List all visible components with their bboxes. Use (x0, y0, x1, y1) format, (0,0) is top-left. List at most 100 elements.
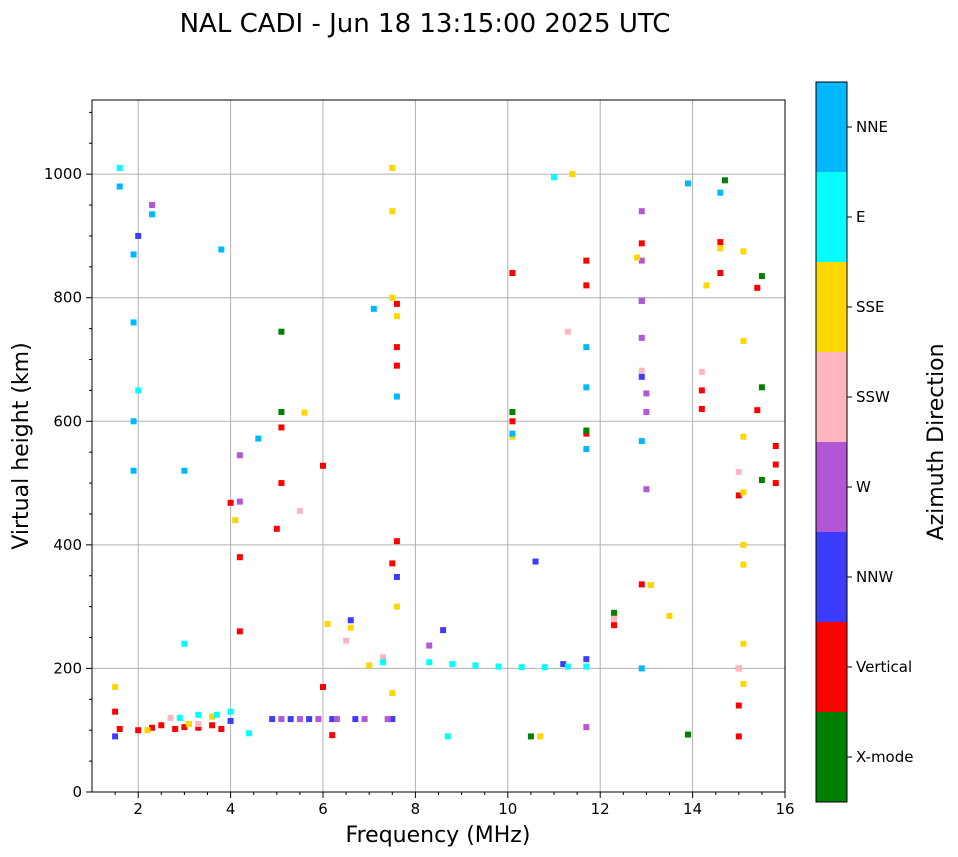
echo-mark-ssw (296, 507, 303, 514)
echo-mark-ssw (380, 654, 387, 661)
echo-mark-nnw (532, 558, 539, 565)
echo-mark-nnw (347, 617, 354, 624)
echo-mark-sse (112, 683, 119, 690)
echo-mark-vertical (393, 362, 400, 369)
echo-mark-vertical (149, 724, 156, 731)
x-tick-label: 6 (318, 800, 328, 818)
echo-mark-w (315, 716, 322, 723)
echo-mark-w (643, 390, 650, 397)
echo-mark-vertical (236, 628, 243, 635)
echo-mark-w (583, 724, 590, 731)
x-tick-label: 12 (591, 800, 610, 818)
echo-mark-e (444, 733, 451, 740)
echo-mark-vertical (698, 387, 705, 394)
y-tick-label: 0 (72, 783, 82, 801)
echo-mark-vertical (583, 430, 590, 437)
echo-mark-vertical (172, 725, 179, 732)
echo-mark-x-mode (684, 731, 691, 738)
echo-mark-sse (740, 640, 747, 647)
echo-mark-e (551, 174, 557, 181)
echo-mark-nne (130, 319, 137, 326)
echo-mark-w (643, 486, 650, 493)
x-tick-label: 16 (775, 800, 794, 818)
echo-mark-sse (209, 713, 216, 720)
echo-mark-sse (366, 662, 373, 669)
echo-mark-vertical (227, 499, 234, 506)
echo-mark-vertical (754, 284, 761, 291)
echo-mark-vertical (393, 344, 400, 351)
echo-mark-nnw (287, 716, 294, 723)
x-axis-ticks: 2 4 6 8 10 12 14 16 (114, 792, 795, 818)
echo-mark-ssw (195, 721, 202, 728)
echo-mark-x-mode (758, 273, 765, 280)
echo-mark-ssw (735, 665, 742, 672)
x-tick-label: 2 (133, 800, 143, 818)
echo-mark-nne (684, 180, 691, 187)
echo-mark-nne (130, 251, 137, 258)
colorbar-tick-label: Vertical (856, 658, 912, 676)
echo-mark-w (426, 642, 433, 649)
echo-mark-vertical (509, 270, 516, 276)
echo-mark-w (638, 208, 645, 215)
echo-mark-nne (638, 438, 645, 445)
echo-mark-vertical (772, 443, 779, 449)
echo-mark-nnw (306, 716, 313, 723)
echo-mark-e (564, 663, 571, 670)
echo-mark-x-mode (509, 409, 516, 416)
echo-mark-sse (509, 433, 516, 440)
y-tick-label: 200 (53, 659, 82, 677)
echo-mark-vertical (735, 733, 742, 740)
echo-mark-ssw (564, 328, 571, 335)
echo-mark-vertical (320, 462, 326, 469)
colorbar-tick-label: W (856, 478, 871, 496)
colorbar-frame (815, 81, 848, 803)
colorbar-tick-label: NNE (856, 118, 888, 136)
echo-mark-nne (583, 446, 590, 453)
echo-mark-vertical (638, 240, 645, 247)
plot-background (92, 100, 785, 792)
echo-mark-sse (389, 164, 396, 171)
echo-mark-nne (583, 384, 590, 391)
y-axis-ticks: 0 200 400 600 800 1000 (44, 111, 92, 801)
colorbar-segment (816, 622, 847, 712)
echo-mark-vertical (583, 282, 590, 289)
echo-mark-x-mode (583, 427, 590, 434)
echo-mark-sse (648, 582, 655, 589)
echo-mark-nne (255, 435, 262, 442)
echo-mark-e (135, 387, 142, 394)
echo-mark-sse (666, 612, 673, 619)
echo-mark-nnw (227, 717, 234, 724)
colorbar-segment (816, 172, 847, 262)
colorbar-tick-label: E (856, 208, 865, 226)
echo-mark-nnw (352, 716, 359, 723)
echo-mark-sse (347, 624, 354, 631)
echo-mark-nne (638, 665, 645, 672)
echo-mark-e (213, 711, 220, 718)
echo-mark-nne (583, 344, 590, 351)
echo-mark-x-mode (278, 409, 285, 416)
echo-mark-nne (116, 183, 123, 190)
echo-mark-vertical (754, 407, 761, 414)
echo-mark-sse (232, 517, 239, 524)
echo-mark-w (638, 257, 645, 264)
colorbar-segment (816, 82, 847, 172)
echo-mark-ssw (698, 368, 705, 375)
echo-mark-nnw (389, 716, 396, 723)
echo-mark-w (638, 334, 645, 341)
echo-mark-vertical (509, 418, 516, 425)
echo-mark-nne (218, 246, 225, 253)
echo-mark-sse (740, 680, 747, 687)
echo-mark-nne (149, 211, 156, 218)
echo-mark-x-mode (758, 476, 765, 483)
echo-mark-w (236, 452, 243, 459)
echo-mark-nnw (135, 232, 142, 239)
echo-mark-nne (130, 467, 137, 474)
echo-mark-ssw (167, 714, 174, 721)
echo-mark-w (236, 498, 243, 505)
echo-mark-x-mode (758, 384, 765, 391)
echo-mark-w (333, 716, 340, 723)
echo-mark-w (638, 297, 645, 304)
echo-mark-sse (144, 727, 151, 734)
data-marks (112, 164, 779, 740)
echo-mark-nnw (393, 573, 400, 580)
